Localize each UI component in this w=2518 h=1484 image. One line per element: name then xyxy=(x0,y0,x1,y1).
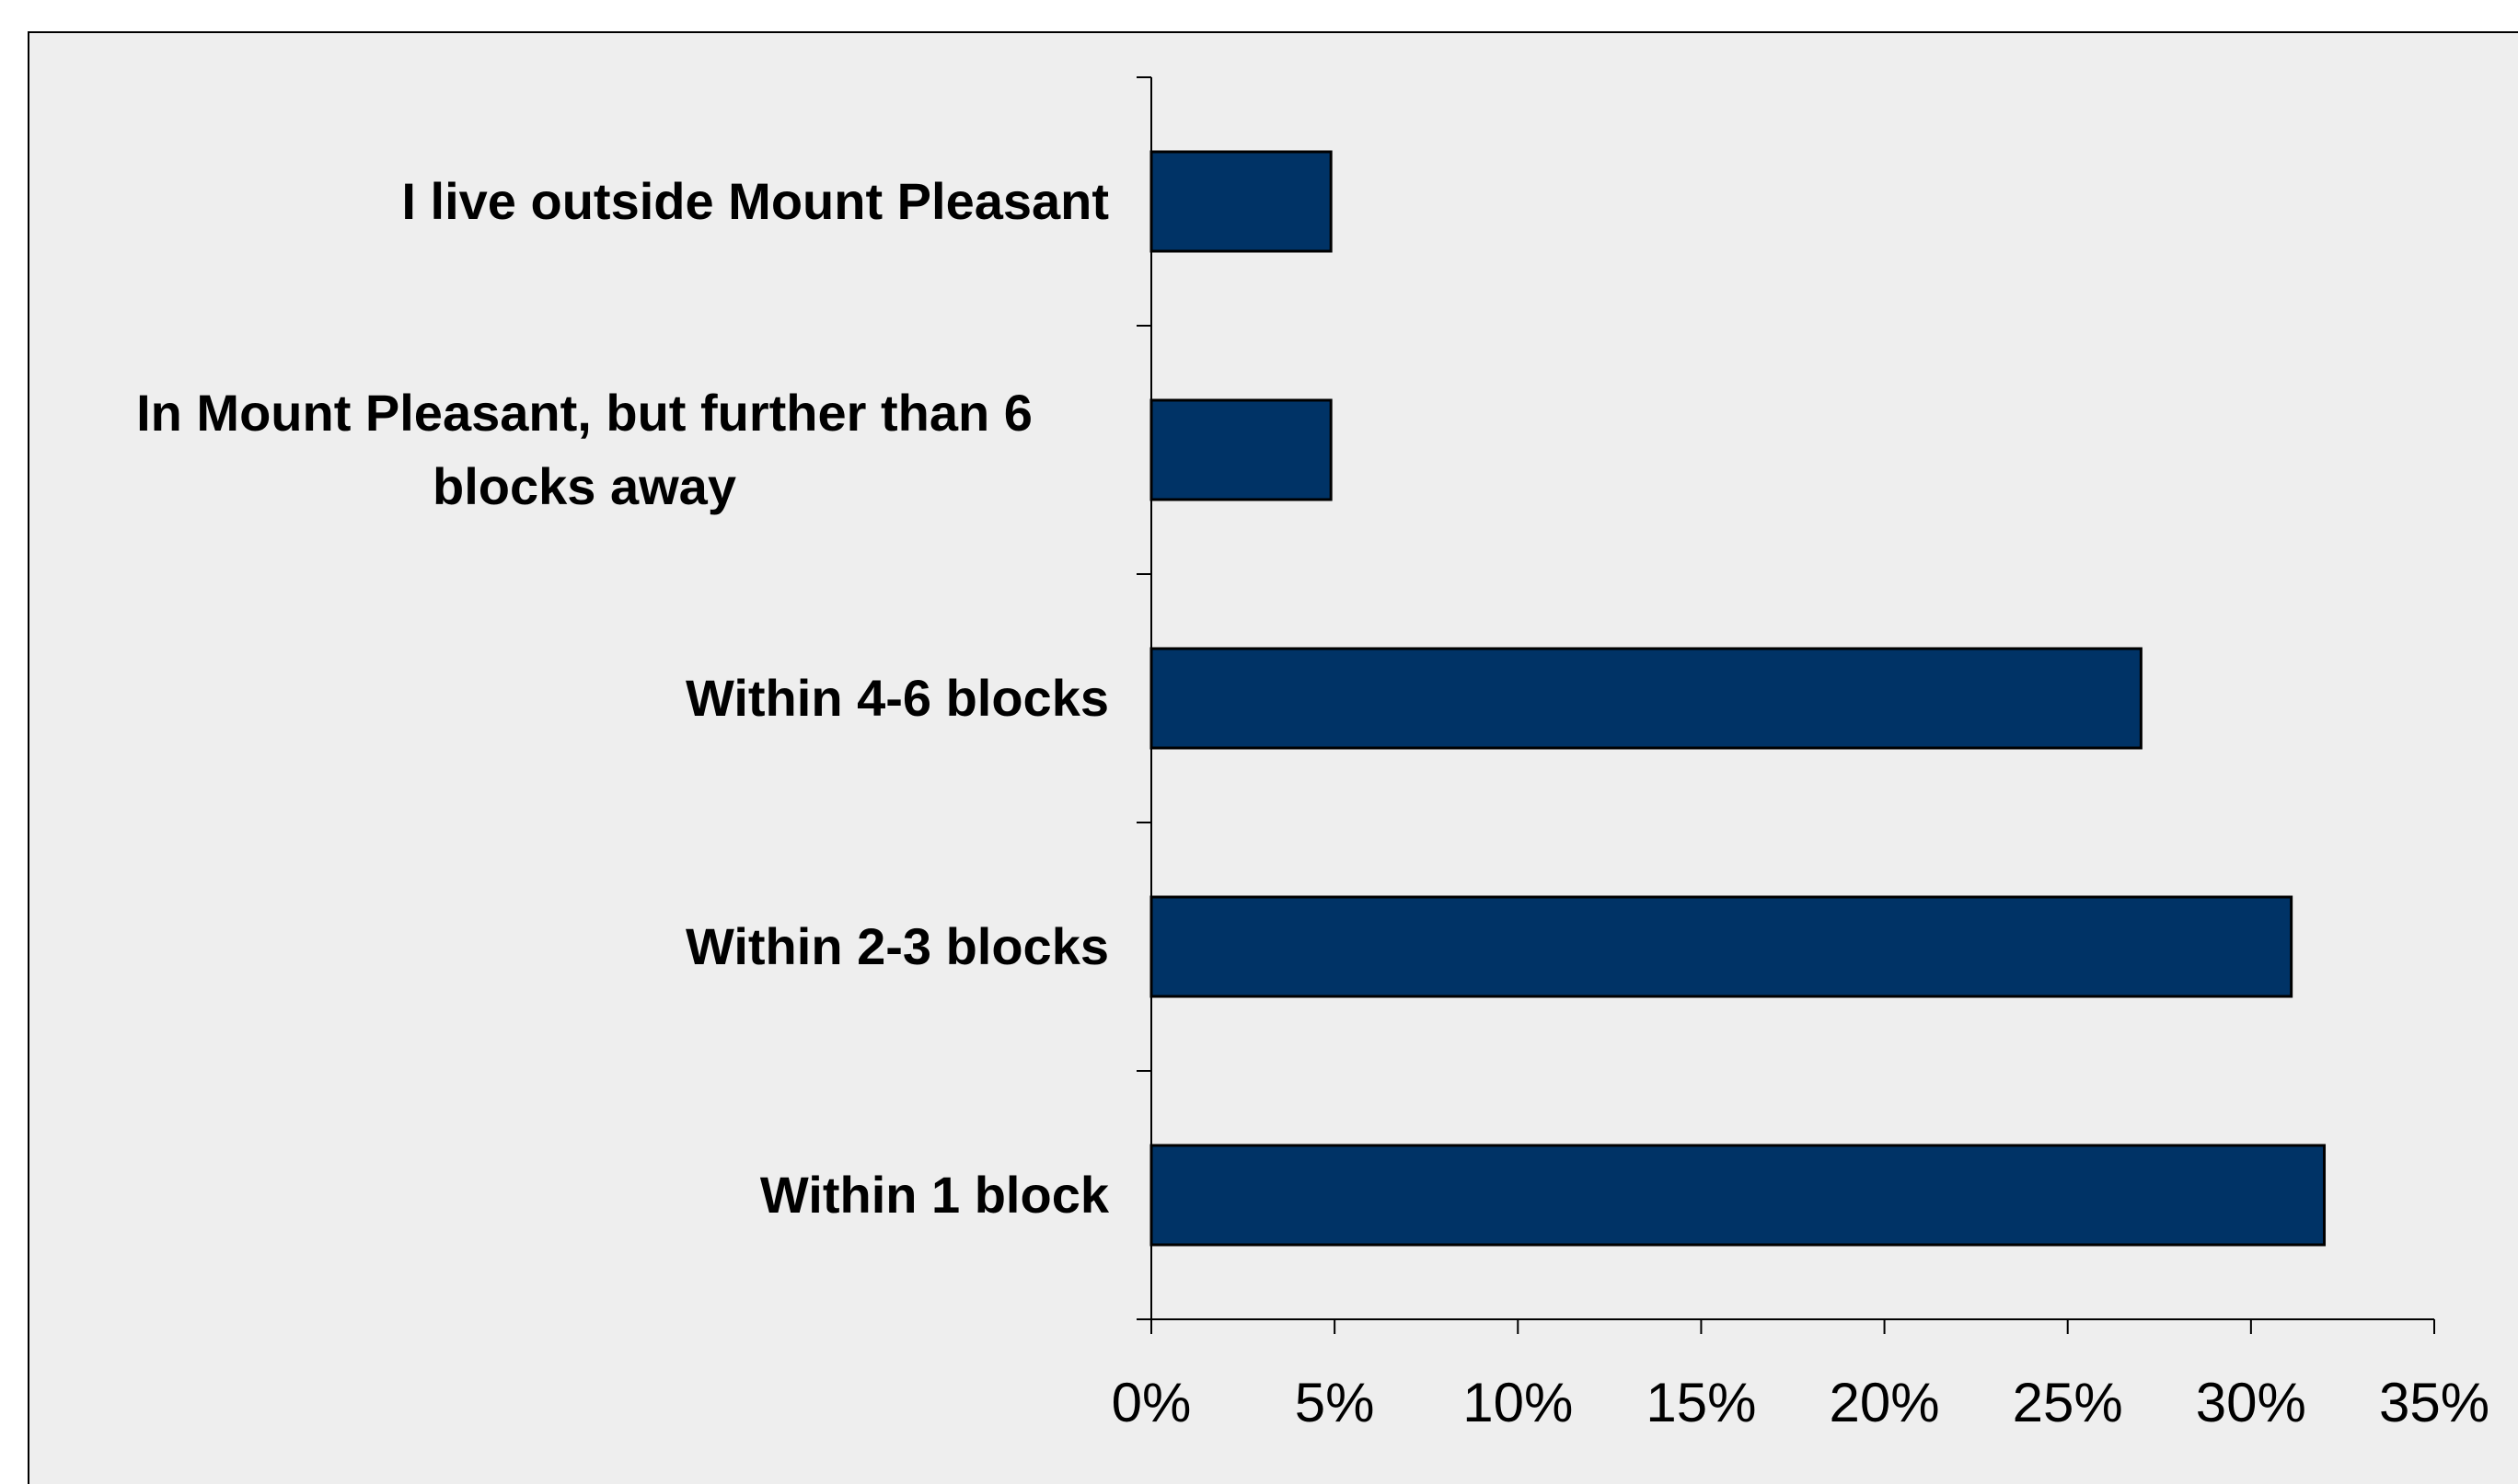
bar xyxy=(1149,895,2293,998)
bar xyxy=(1149,647,2143,750)
y-tick-label: Within 2-3 blocks xyxy=(685,917,1109,975)
x-tick-label: 15% xyxy=(1646,1372,1757,1433)
y-tick-label: Within 4-6 blocks xyxy=(685,669,1109,727)
y-tick-label: I live outside Mount Pleasant xyxy=(401,172,1109,230)
x-tick-label: 30% xyxy=(2195,1372,2306,1433)
y-tick-label: Within 1 block xyxy=(759,1166,1109,1224)
y-tick-label: In Mount Pleasant, but further than 6 bl… xyxy=(136,384,1033,515)
x-tick-label: 25% xyxy=(2012,1372,2123,1433)
category-label-box: In Mount Pleasant, but further than 6 bl… xyxy=(37,326,1109,574)
bar xyxy=(1149,1144,2327,1247)
category-label-box: Within 4-6 blocks xyxy=(37,574,1109,823)
category-label-box: Within 2-3 blocks xyxy=(37,823,1109,1071)
bar xyxy=(1149,398,1333,501)
category-label-box: Within 1 block xyxy=(37,1071,1109,1319)
x-tick-label: 0% xyxy=(1111,1372,1192,1433)
x-tick-label: 5% xyxy=(1294,1372,1375,1433)
category-label-box: I live outside Mount Pleasant xyxy=(37,77,1109,326)
x-tick-label: 20% xyxy=(1829,1372,1940,1433)
bar xyxy=(1149,150,1333,253)
x-tick-label: 35% xyxy=(2378,1372,2490,1433)
x-tick-label: 10% xyxy=(1462,1372,1574,1433)
